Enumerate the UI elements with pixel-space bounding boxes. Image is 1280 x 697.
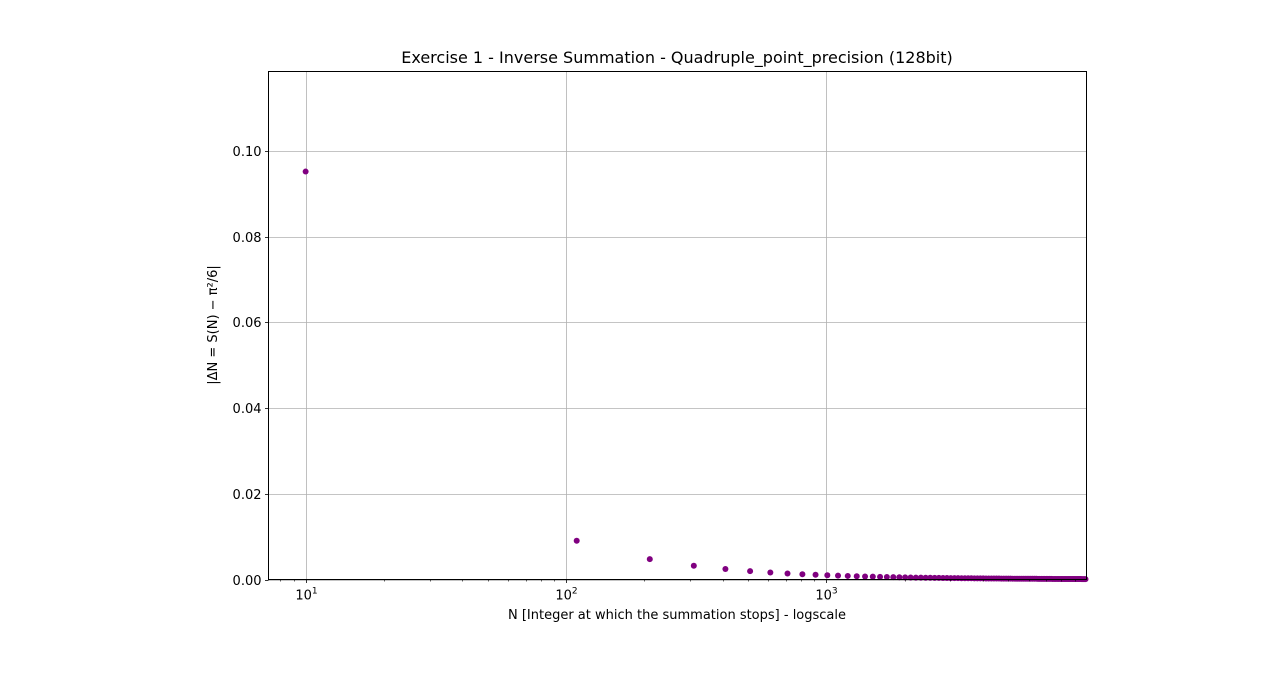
data-point: [747, 568, 754, 575]
data-point: [883, 574, 890, 581]
x-tick-label: 102: [555, 587, 577, 604]
data-point: [877, 573, 884, 580]
data-point: [302, 168, 309, 175]
data-point: [812, 571, 819, 578]
data-point: [890, 574, 897, 581]
x-axis-label: N [Integer at which the summation stops]…: [508, 608, 846, 623]
plot-frame: [268, 71, 1087, 580]
x-axis-ticks: 101 102 103: [280, 579, 1076, 604]
data-point: [722, 566, 729, 573]
data-point: [646, 556, 653, 563]
data-point: [896, 574, 903, 581]
y-tick-label: 0.06: [233, 316, 262, 331]
y-tick-label: 0.04: [233, 402, 262, 417]
data-point: [844, 572, 851, 579]
data-point: [799, 571, 806, 578]
data-point: [862, 573, 869, 580]
data-point: [907, 574, 914, 581]
y-tick-label: 0.00: [233, 574, 262, 589]
data-point: [767, 569, 774, 576]
chart-title: Exercise 1 - Inverse Summation - Quadrup…: [401, 48, 953, 68]
data-point: [573, 537, 580, 544]
y-axis-ticks: 0.00 0.02 0.04 0.06 0.08 0.10: [233, 145, 269, 589]
data-point: [824, 572, 831, 579]
y-tick-label: 0.10: [233, 145, 262, 160]
data-point: [869, 573, 876, 580]
data-point: [835, 572, 842, 579]
data-point: [902, 574, 909, 581]
data-point: [853, 573, 860, 580]
x-tick-label: 103: [815, 587, 837, 604]
data-points: [302, 168, 1089, 583]
y-tick-label: 0.02: [233, 488, 262, 503]
y-axis-label: |ΔN = S(N) − π²/6|: [206, 265, 221, 385]
y-tick-label: 0.08: [233, 231, 262, 246]
x-tick-label: 101: [295, 587, 317, 604]
data-point: [784, 570, 791, 577]
data-point: [690, 562, 697, 569]
grid: [268, 71, 1087, 581]
